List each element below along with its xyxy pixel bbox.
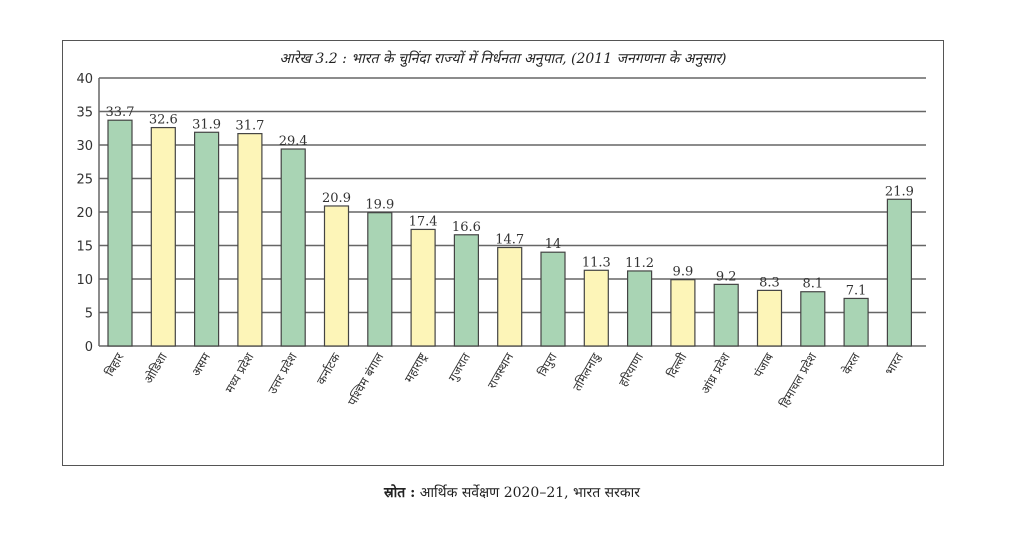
bar <box>323 205 350 347</box>
y-tick-label: 10 <box>76 273 93 288</box>
source-label: स्रोत : <box>384 485 416 501</box>
y-tick-label: 15 <box>76 240 93 255</box>
x-tick-label: राजस्थान <box>485 350 517 391</box>
x-tick-label: पश्चिम बंगाल <box>345 350 387 408</box>
data-label: 9.2 <box>716 269 737 284</box>
data-label: 17.4 <box>409 214 438 229</box>
bar <box>410 228 436 347</box>
data-label: 7.1 <box>846 283 867 298</box>
bar <box>453 234 479 347</box>
data-label: 14.7 <box>495 233 524 248</box>
data-label: 31.7 <box>235 119 264 134</box>
data-label: 31.9 <box>192 117 221 132</box>
x-tick-label: त्रिपुरा <box>535 350 561 380</box>
bar <box>800 291 826 347</box>
x-tick-label: आंध्र प्रदेश <box>698 350 733 397</box>
data-label: 33.7 <box>106 105 135 120</box>
x-tick-label: पंजाब <box>751 350 777 380</box>
data-label: 11.2 <box>625 256 654 271</box>
bar <box>626 270 653 347</box>
x-tick-label: केरल <box>839 350 863 377</box>
data-label: 11.3 <box>582 255 611 270</box>
y-tick-label: 0 <box>85 340 93 355</box>
x-tick-label: भारत <box>882 349 906 377</box>
x-tick-label: असम <box>189 350 214 379</box>
data-label: 8.1 <box>802 277 823 292</box>
x-tick-label: हिमाचल प्रदेश <box>777 350 820 410</box>
source-note: स्रोत : आर्थिक सर्वेक्षण 2020–21, भारत स… <box>0 483 1024 502</box>
x-tick-label: दिल्ली <box>664 350 690 380</box>
source-text: आर्थिक सर्वेक्षण 2020–21, भारत सरकार <box>419 485 640 501</box>
y-tick-label: 5 <box>85 307 93 322</box>
bar <box>280 148 306 347</box>
bar <box>843 297 869 347</box>
x-tick-label: महाराष्ट्र <box>402 350 430 385</box>
x-tick-label: उत्तर प्रदेश <box>265 350 300 397</box>
bar <box>713 283 739 347</box>
y-tick-label: 40 <box>76 72 93 87</box>
data-label: 32.6 <box>149 113 178 128</box>
data-label: 9.9 <box>673 265 694 280</box>
bar <box>670 279 696 347</box>
chart-title: आरेख 3.2 : भारत के चुनिंदा राज्यों में न… <box>279 50 726 67</box>
x-tick-label: तमिलनाडु <box>570 350 604 394</box>
bar <box>540 251 566 347</box>
y-tick-label: 20 <box>76 206 93 221</box>
data-label: 14 <box>545 237 562 252</box>
data-label: 29.4 <box>279 134 308 149</box>
y-tick-label: 35 <box>76 106 93 121</box>
bar <box>367 212 393 347</box>
bar-chart: आरेख 3.2 : भारत के चुनिंदा राज्यों में न… <box>76 50 926 410</box>
bar <box>497 246 523 347</box>
x-tick-label: ओडिशा <box>141 350 170 386</box>
bar <box>886 198 913 347</box>
x-tick-label: कर्नाटक <box>314 350 344 387</box>
bar <box>237 133 263 347</box>
bar <box>194 131 220 347</box>
y-tick-label: 25 <box>76 173 93 188</box>
bar <box>756 289 783 347</box>
y-tick-label: 30 <box>76 139 93 154</box>
x-tick-label: मध्य प्रदेश <box>222 350 256 396</box>
x-tick-label: हरियाणा <box>616 350 647 389</box>
data-label: 21.9 <box>885 184 914 199</box>
data-label: 19.9 <box>365 198 394 213</box>
data-label: 20.9 <box>322 191 351 206</box>
data-label: 16.6 <box>452 220 481 235</box>
bar <box>107 119 133 347</box>
chart-frame: आरेख 3.2 : भारत के चुनिंदा राज्यों में न… <box>62 40 944 466</box>
bar <box>150 126 176 347</box>
bar <box>583 269 609 347</box>
x-tick-label: गुजरात <box>446 350 475 385</box>
data-label: 8.3 <box>759 275 780 290</box>
x-tick-label: बिहार <box>102 350 127 379</box>
